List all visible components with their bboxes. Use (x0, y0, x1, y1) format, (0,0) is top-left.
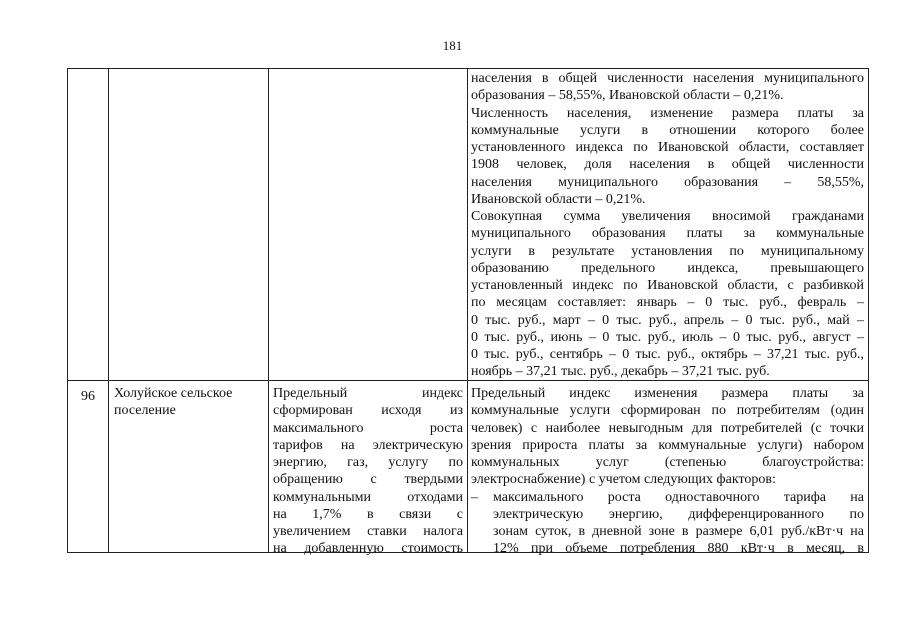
text-line: зрения прироста платы за коммунальные ус… (471, 437, 864, 453)
text-line: Совокупная сумма увеличения вносимой гра… (471, 209, 864, 224)
text-line: населения муниципального образования – 5… (471, 174, 864, 190)
text-line: электроснабжение) с учетом следующих фак… (471, 472, 776, 488)
details-text: населения в общей численности населения … (471, 70, 864, 381)
column-divider (268, 69, 269, 552)
row-divider (68, 380, 868, 381)
line-text: зонам суток, в дневной зоне в размере 6,… (493, 524, 864, 539)
text-line: образования – 58,55%, Ивановской области… (471, 88, 784, 104)
text-line: 1908 человек, доля населения в общей чис… (471, 157, 864, 173)
data-table: 96 Холуйское сельское поселение Предельны… (67, 68, 869, 556)
line-text: максимального роста одноставочного тариф… (493, 489, 864, 505)
text-line: по месяцам составляет: январь – 0 тыс. р… (471, 295, 864, 311)
text-line: Численность населения, изменение размера… (471, 105, 864, 121)
list-bullet: – (471, 489, 478, 505)
text-line: 0 тыс. руб., июнь – 0 тыс. руб., июль – … (471, 329, 864, 345)
text-line: Предельный индекс изменения размера плат… (471, 386, 864, 401)
text-line: населения в общей численности населения … (471, 71, 864, 86)
text-line: образованию предельного индекса, превыша… (471, 260, 864, 276)
text-line: максимального роста (273, 420, 463, 436)
text-line: человек) с наиболее невыгодным для потре… (471, 420, 864, 436)
column-divider (108, 69, 109, 552)
text-line: электрическую энергию, дифференцированно… (471, 506, 864, 523)
text-line: услуги в результате установления по муни… (471, 243, 864, 259)
line-text: 12% при объеме потребления 880 кВт·ч в м… (493, 541, 864, 557)
text-line: 0 тыс. руб., сентябрь – 0 тыс. руб., окт… (471, 347, 864, 362)
text-line: зонам суток, в дневной зоне в размере 6,… (471, 523, 864, 540)
column-divider (467, 69, 468, 552)
text-line: поселение (114, 403, 176, 419)
text-line: 0 тыс. руб., март – 0 тыс. руб., апрель … (471, 312, 864, 328)
line-text: электрическую энергию, дифференцированно… (493, 506, 864, 522)
details-text: Предельный индекс изменения размера плат… (471, 385, 864, 558)
text-line: коммунальных услуг (степенью благоустрой… (471, 455, 864, 470)
text-line: муниципального образования платы за комм… (471, 226, 864, 242)
text-line: – максимального роста одноставочного тари… (471, 489, 864, 506)
text-line: Ивановской области – 0,21%. (471, 191, 646, 207)
text-line: на добавленную стоимость (273, 541, 463, 557)
text-line: коммунальными отходами (273, 489, 463, 505)
text-line: энергию, газ, услугу по (273, 455, 463, 470)
text-line: установленный индекс по Ивановской облас… (471, 278, 864, 293)
text-line: установленного индекса по Ивановской обл… (471, 140, 864, 155)
text-line: сформирован исходя из (273, 403, 463, 419)
text-line: коммунальные услуги в отношении которого… (471, 122, 864, 138)
text-line: Предельный индекс (273, 386, 463, 401)
text-line: 12% при объеме потребления 880 кВт·ч в м… (471, 540, 864, 557)
text-line: тарифов на электрическую (273, 437, 463, 453)
text-line: коммунальные услуги сформирован по потре… (471, 403, 864, 419)
text-line: на 1,7% в связи с (273, 506, 463, 522)
municipality-name: Холуйское сельское поселение (114, 385, 264, 420)
index-rationale: Предельный индекс сформирован исходя из ма… (273, 385, 463, 558)
text-line: увеличением ставки налога (273, 524, 463, 539)
text-line: ноябрь – 37,21 тыс. руб., декабрь – 37,2… (471, 364, 770, 380)
row-number: 96 (81, 389, 95, 404)
page-number: 181 (442, 38, 463, 53)
text-line: обращению с твердыми (273, 472, 463, 488)
text-line: Холуйское сельское (114, 386, 233, 401)
